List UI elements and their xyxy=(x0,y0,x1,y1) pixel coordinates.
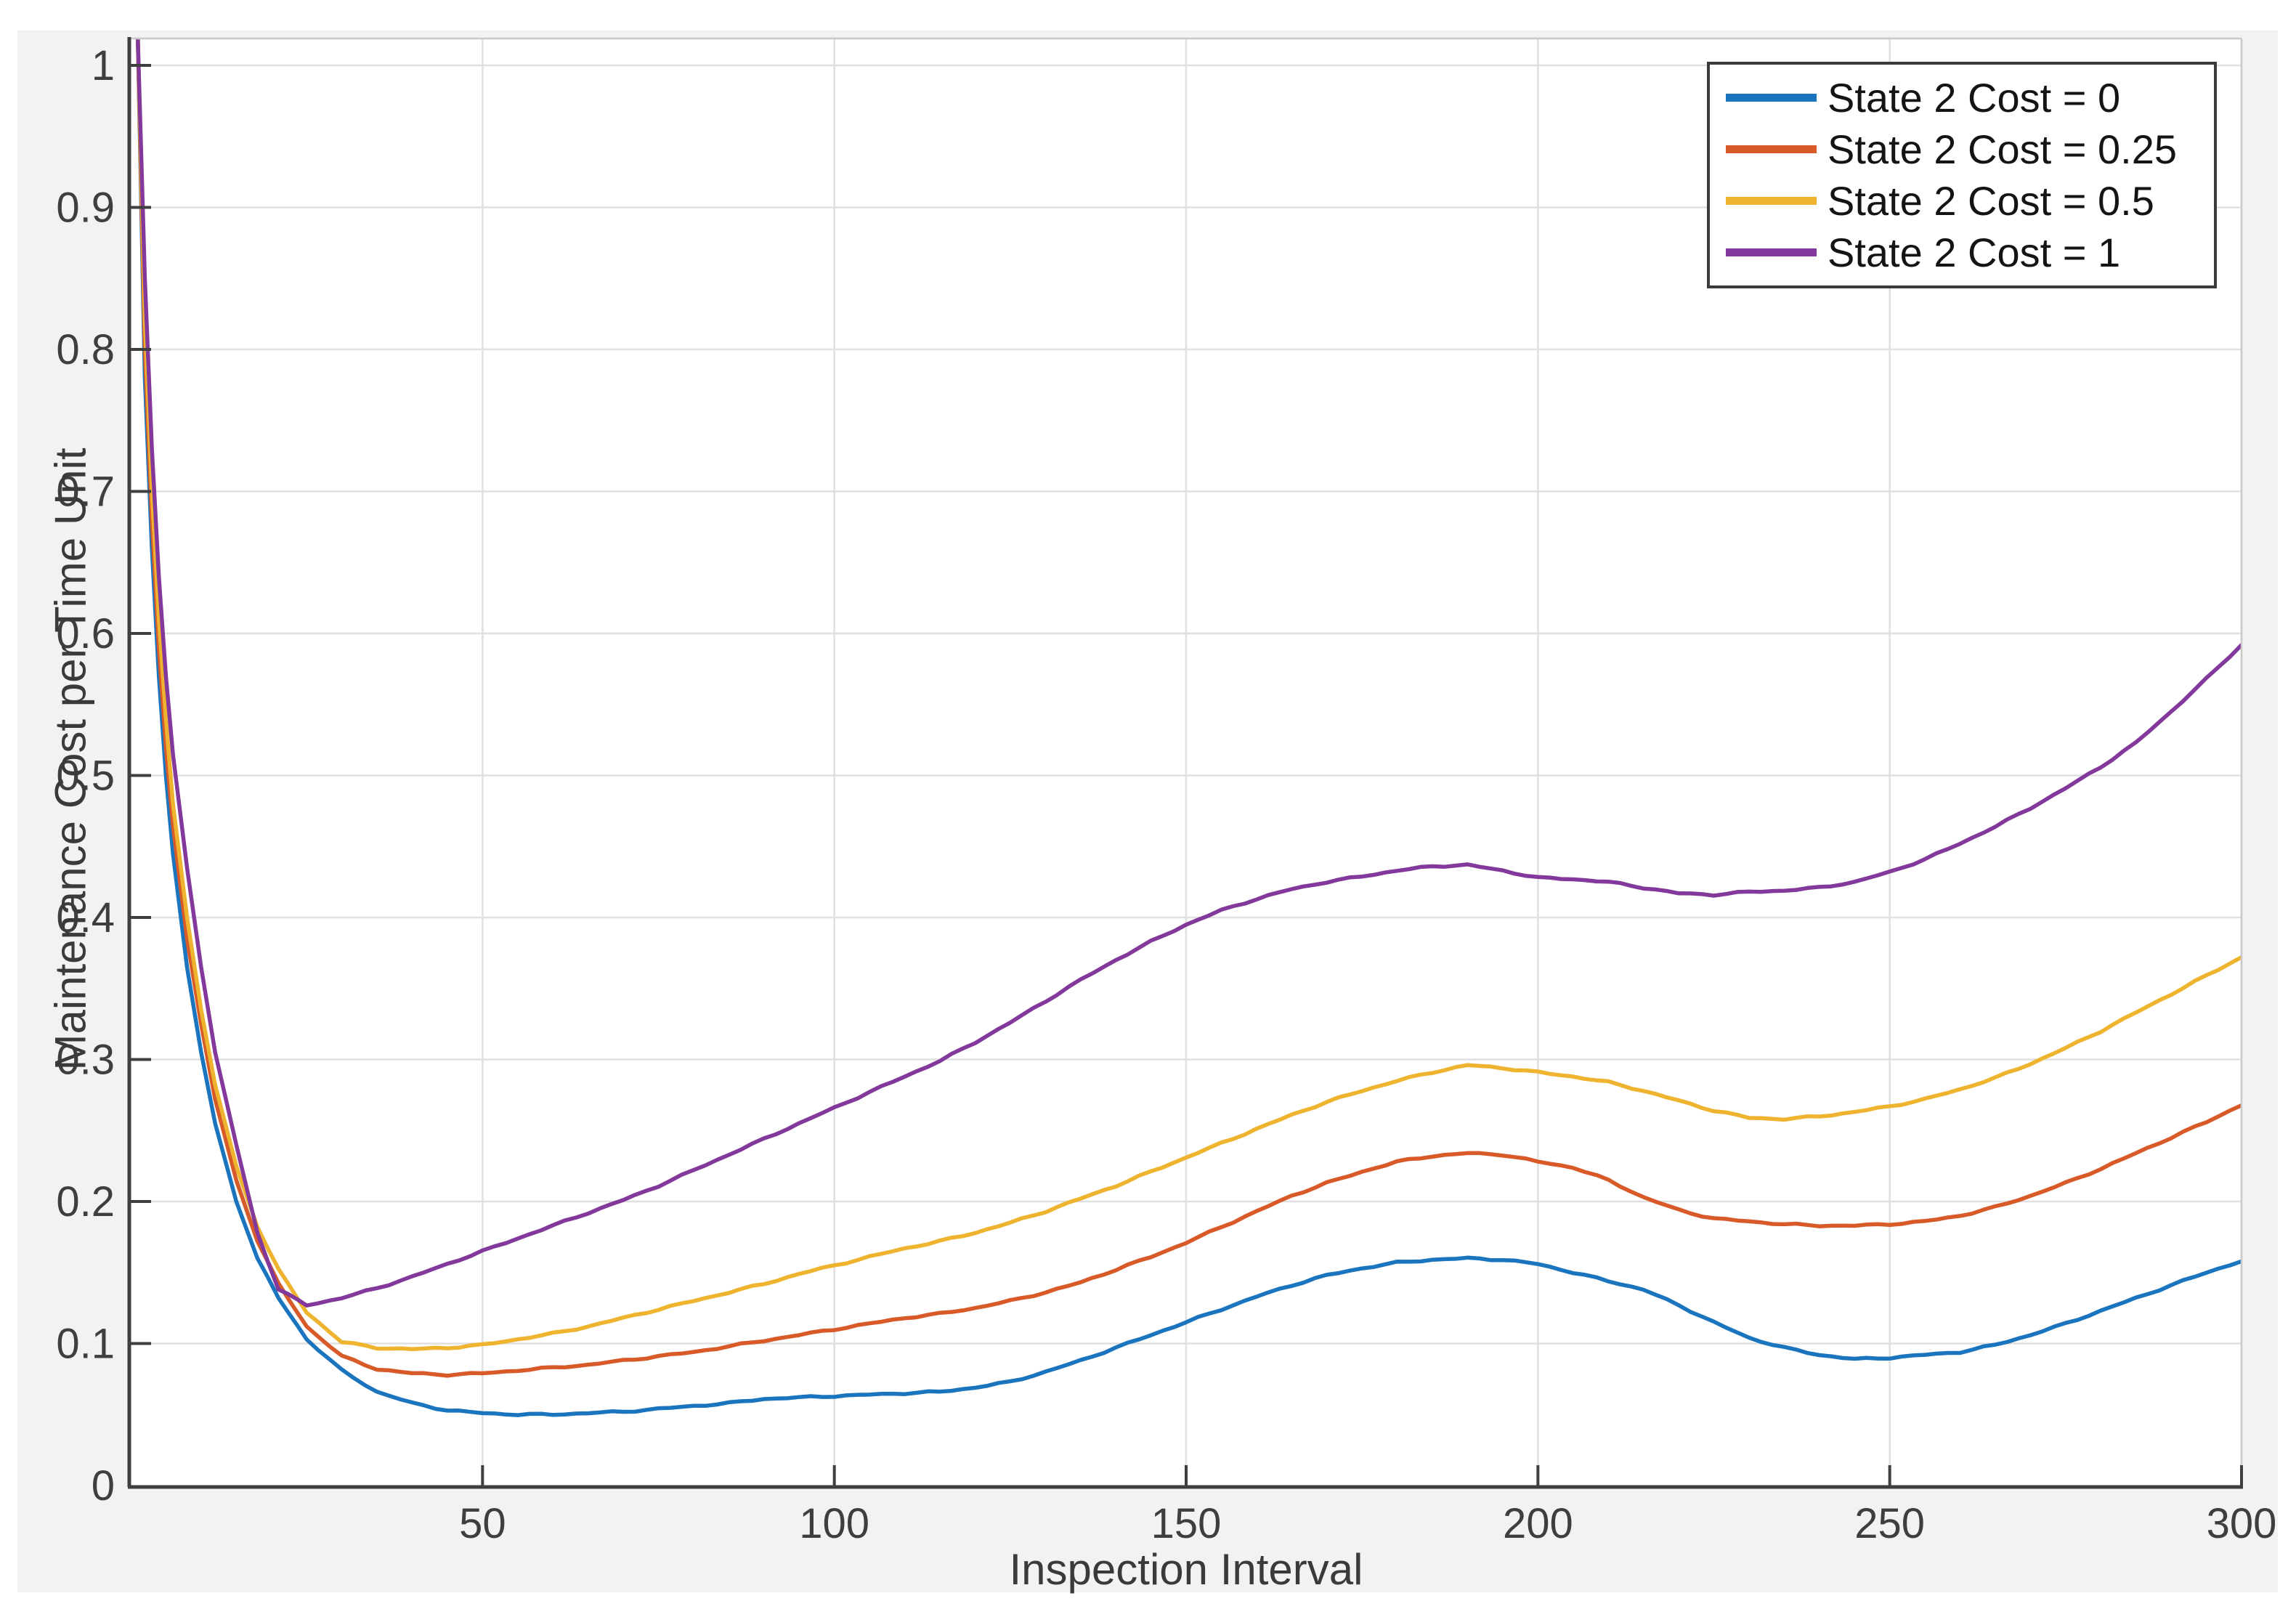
legend-item: State 2 Cost = 0 xyxy=(1726,74,2207,121)
y-tick-label: 0.4 xyxy=(56,894,115,941)
series-line-1 xyxy=(135,38,2242,1378)
series-line-0 xyxy=(135,38,2242,1417)
y-tick-label: 0.2 xyxy=(56,1178,115,1225)
legend-line-swatch xyxy=(1726,145,1817,153)
y-tick-label: 0.1 xyxy=(56,1321,115,1368)
x-tick-label: 150 xyxy=(1151,1500,1222,1547)
y-tick-label: 0.7 xyxy=(56,469,115,516)
y-tick-label: 0 xyxy=(92,1462,115,1509)
x-tick-label: 300 xyxy=(2207,1500,2277,1547)
x-axis-label: Inspection Interval xyxy=(1009,1545,1363,1594)
y-tick-label: 0.6 xyxy=(56,610,115,657)
legend-line-swatch xyxy=(1726,94,1817,102)
x-tick-label: 200 xyxy=(1503,1500,1573,1547)
y-tick-label: 0.5 xyxy=(56,753,115,800)
x-tick-label: 100 xyxy=(799,1500,869,1547)
legend-label: State 2 Cost = 1 xyxy=(1828,229,2121,275)
x-tick-label: 250 xyxy=(1854,1500,1925,1547)
y-tick-label: 0.3 xyxy=(56,1037,115,1084)
y-tick-label: 0.9 xyxy=(56,185,115,232)
legend-label: State 2 Cost = 0.25 xyxy=(1828,126,2177,172)
x-tick-label: 50 xyxy=(459,1500,506,1547)
legend-line-swatch xyxy=(1726,248,1817,256)
y-tick-label: 0.8 xyxy=(56,326,115,373)
y-axis-label: Maintenance Cost per Time Unit xyxy=(46,447,95,1071)
y-tick-label: 1 xyxy=(92,42,115,89)
series-line-3 xyxy=(136,38,2242,1308)
legend-line-swatch xyxy=(1726,197,1817,205)
legend-label: State 2 Cost = 0 xyxy=(1828,74,2121,121)
legend-label: State 2 Cost = 0.5 xyxy=(1828,177,2154,224)
legend-item: State 2 Cost = 0.25 xyxy=(1726,129,2207,170)
series-line-2 xyxy=(136,38,2242,1351)
legend-item: State 2 Cost = 0.5 xyxy=(1726,177,2207,224)
legend-item: State 2 Cost = 1 xyxy=(1726,232,2207,273)
legend-box: State 2 Cost = 0 State 2 Cost = 0.25 State… xyxy=(1707,62,2217,288)
